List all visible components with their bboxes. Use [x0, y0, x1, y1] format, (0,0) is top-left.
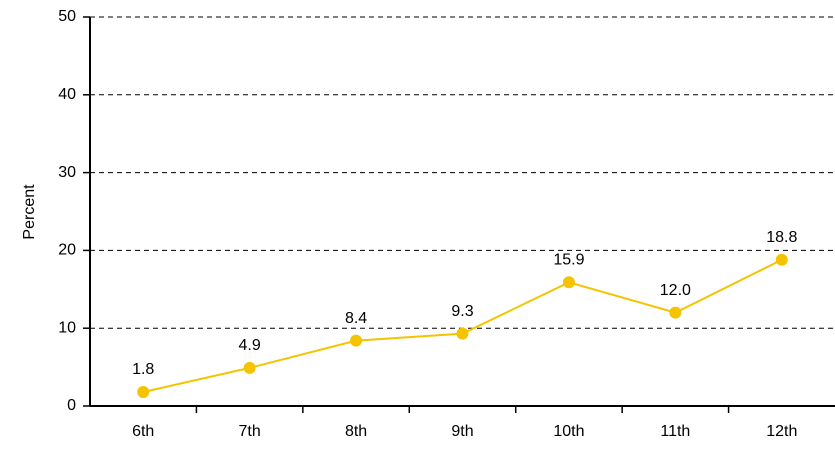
x-tick-label: 7th [239, 423, 261, 440]
data-point [137, 385, 150, 398]
data-point [562, 276, 575, 289]
data-label: 18.8 [766, 229, 797, 246]
data-label: 1.8 [132, 361, 154, 378]
data-label: 8.4 [345, 310, 367, 327]
data-line [142, 258, 783, 393]
data-label: 12.0 [660, 282, 691, 299]
data-point [456, 327, 469, 340]
data-point [243, 361, 256, 374]
x-tick-label: 9th [451, 423, 473, 440]
data-point [669, 306, 682, 319]
data-label: 15.9 [553, 252, 584, 269]
x-tick-label: 6th [132, 423, 154, 440]
x-tick-label: 12th [766, 423, 797, 440]
data-label: 9.3 [451, 303, 473, 320]
x-tick-label: 10th [553, 423, 584, 440]
y-axis-label: Percent [21, 184, 38, 240]
data-point [350, 334, 363, 347]
y-tick-label: 40 [58, 86, 76, 103]
data-label: 4.9 [239, 337, 261, 354]
data-point [775, 253, 788, 266]
y-tick-label: 20 [58, 242, 76, 259]
x-tick-label: 11th [660, 423, 690, 440]
x-tick-label: 8th [345, 423, 367, 440]
y-tick-label: 0 [67, 397, 76, 414]
y-tick-label: 10 [58, 319, 76, 336]
y-tick-label: 30 [58, 164, 76, 181]
y-tick-label: 50 [58, 8, 76, 25]
